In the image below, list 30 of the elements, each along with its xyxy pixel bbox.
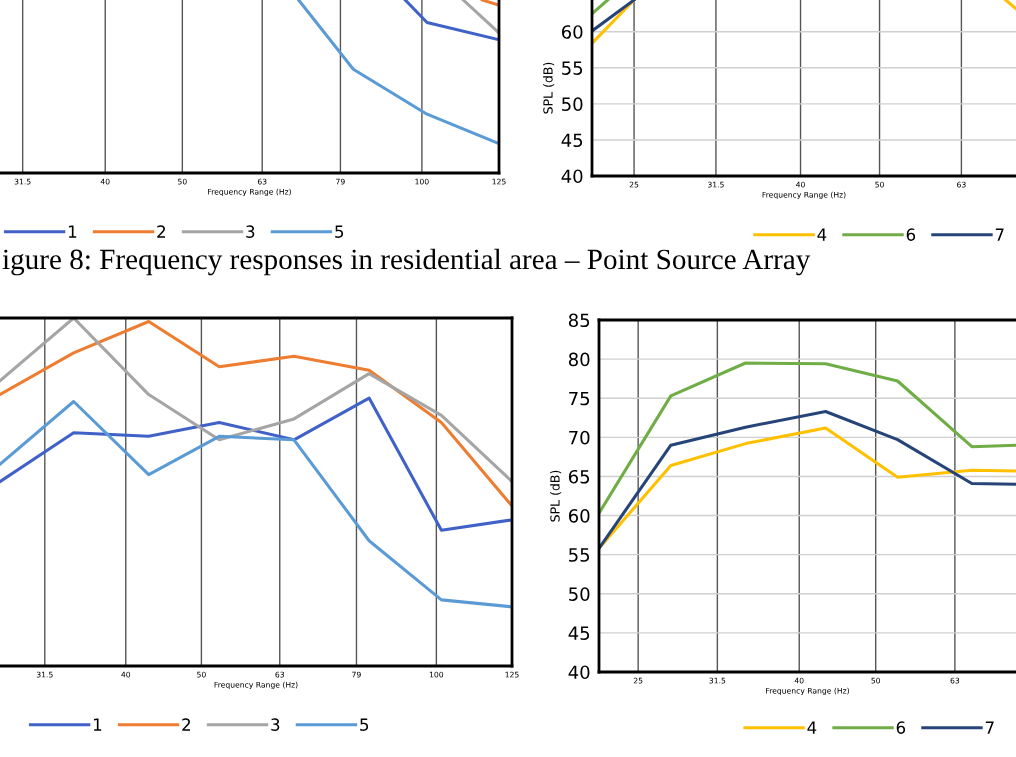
y-tick-label: 60 (568, 509, 590, 523)
legend-label: 4 (817, 228, 827, 241)
legend-label: 2 (182, 718, 190, 731)
legend-label: 1 (93, 718, 102, 731)
legend-label: 4 (807, 721, 817, 734)
text: igure 8: Frequency responses in residential area – Point Source Array (2, 248, 811, 276)
y-tick-label: 50 (562, 97, 583, 111)
y-tick-label: 75 (569, 391, 590, 406)
legend-label: 2 (157, 225, 165, 238)
y-axis-title: SPL (dB) (543, 62, 555, 114)
y-tick-label: 85 (568, 313, 590, 328)
y-tick-label: 45 (561, 133, 583, 148)
legend-label: 5 (360, 718, 369, 731)
legend-label: 7 (995, 228, 1004, 241)
legend-label: 1 (68, 225, 77, 238)
y-tick-label: 65 (568, 469, 590, 484)
y-tick-label: 70 (569, 430, 590, 445)
legend-label: 3 (246, 225, 255, 238)
legend-label: 7 (985, 721, 994, 734)
y-tick-label: 55 (562, 61, 583, 75)
y-tick-label: 55 (569, 548, 590, 562)
legend-label: 6 (896, 721, 906, 734)
legend-label: 5 (335, 225, 344, 238)
legend-label: 3 (271, 718, 280, 731)
y-tick-label: 45 (568, 626, 590, 641)
y-axis-title: SPL (dB) (550, 470, 562, 522)
y-tick-label: 60 (561, 25, 583, 39)
y-tick-label: 80 (568, 352, 590, 367)
y-tick-label: 50 (569, 587, 590, 601)
legend-label: 6 (906, 228, 916, 241)
